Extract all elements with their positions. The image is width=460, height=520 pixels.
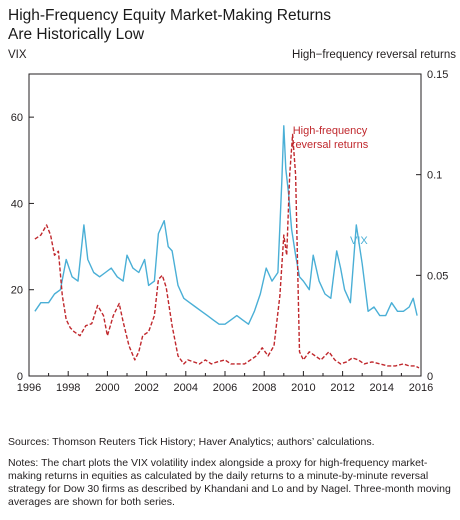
series-annotations: High-frequency reversal returns VIX — [292, 125, 369, 247]
x-tick-label: 2014 — [370, 382, 394, 394]
x-tick-label: 2006 — [213, 382, 237, 394]
x-tick-label: 2012 — [330, 382, 354, 394]
right-tick-label: 0.15 — [427, 69, 448, 81]
plot-frame — [28, 73, 422, 377]
x-tick-label: 2010 — [291, 382, 315, 394]
x-tick-label: 2004 — [174, 382, 198, 394]
reversal-series-label: High-frequency — [293, 125, 368, 137]
right-tick-label: 0.05 — [427, 270, 448, 282]
right-tick-label: 0 — [427, 371, 433, 383]
tick-labels: VIX High−frequency reversal returns 1996 19… — [8, 49, 456, 394]
x-tick-label: 1998 — [56, 382, 80, 394]
x-tick-label: 2002 — [134, 382, 158, 394]
x-tick-label: 2008 — [252, 382, 276, 394]
left-tick-label: 60 — [11, 112, 23, 124]
reversal-returns-line — [34, 133, 420, 369]
series-lines — [34, 125, 420, 369]
chart-title-line-1: High-Frequency Equity Market-Making Retu… — [8, 7, 332, 24]
vix-line — [34, 125, 418, 325]
chart-title: High-Frequency Equity Market-Making Retu… — [8, 6, 448, 44]
x-tick-label: 2016 — [409, 382, 433, 394]
right-tick-label: 0.1 — [427, 170, 442, 182]
sources-note: Sources: Thomson Reuters Tick History; H… — [8, 436, 375, 448]
left-tick-label: 0 — [17, 371, 23, 383]
chart-title-line-2: Are Historically Low — [8, 26, 145, 43]
left-tick-label: 40 — [11, 198, 23, 210]
left-axis-title: VIX — [8, 49, 27, 61]
x-tick-label: 2000 — [95, 382, 119, 394]
right-axis-title: High−frequency reversal returns — [292, 49, 456, 61]
reversal-series-label: reversal returns — [292, 139, 369, 151]
left-tick-label: 20 — [11, 285, 23, 297]
axes — [28, 73, 422, 377]
x-tick-label: 1996 — [17, 382, 41, 394]
chart: VIX High−frequency reversal returns 1996 19… — [8, 49, 456, 394]
vix-series-label: VIX — [350, 235, 368, 247]
notes-text: Notes: The chart plots the VIX volatilit… — [8, 457, 451, 508]
